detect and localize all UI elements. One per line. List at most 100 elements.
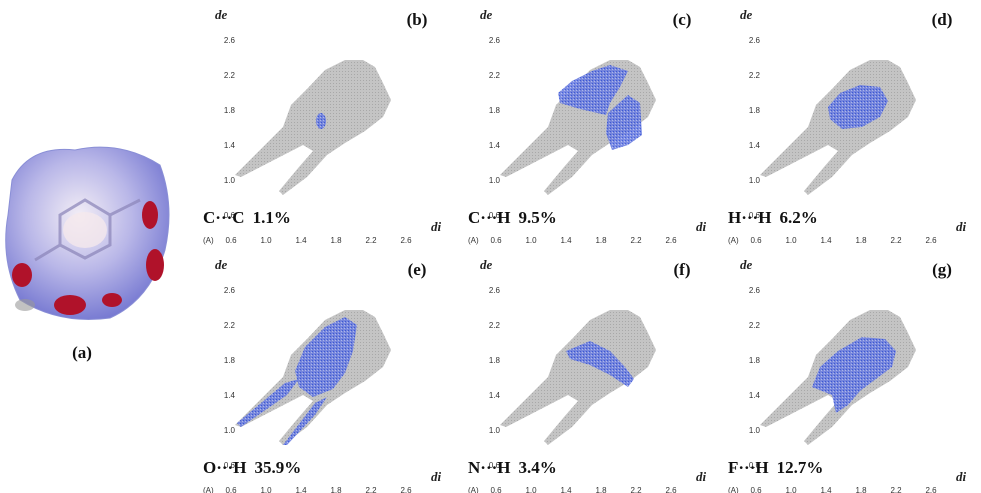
y-tick-label: 1.8	[224, 106, 236, 115]
x-axis-label: di	[956, 219, 967, 234]
y-tick-label: 1.0	[224, 176, 236, 185]
fingerprint-panel: de di (A) 2.6 2.2 1.8 1.4 1.0 0.6 0.6 1.0 1.4 1.8 2.2…	[468, 257, 707, 493]
contact-type: C···C	[203, 208, 245, 227]
x-tick-label: 2.6	[925, 236, 937, 245]
y-axis-label: de	[480, 257, 493, 272]
y-tick-label: 1.4	[749, 141, 761, 150]
unit-label: (A)	[203, 236, 214, 245]
panel-label: (a)	[72, 343, 92, 362]
contact-label: C···H 9.5%	[468, 208, 557, 227]
y-tick-label: 1.0	[749, 176, 761, 185]
y-tick-label: 2.6	[224, 36, 236, 45]
y-tick-label: 2.6	[749, 36, 761, 45]
x-tick-label: 1.4	[560, 486, 572, 493]
x-tick-label: 1.4	[820, 486, 832, 493]
contact-label: N···H 3.4%	[468, 458, 557, 477]
x-tick-label: 1.0	[785, 236, 797, 245]
x-tick-label: 1.8	[330, 486, 342, 493]
contact-area	[237, 379, 299, 427]
y-tick-label: 0.6	[489, 461, 501, 470]
unit-label: (A)	[728, 236, 739, 245]
y-tick-label: 2.2	[489, 321, 501, 330]
x-tick-label: 0.6	[750, 486, 762, 493]
x-tick-label: 2.6	[665, 486, 677, 493]
y-tick-label: 2.6	[489, 286, 501, 295]
y-tick-label: 2.2	[749, 71, 761, 80]
unit-label: (A)	[203, 486, 214, 493]
x-tick-label: 0.6	[750, 236, 762, 245]
unit-label: (A)	[728, 486, 739, 493]
y-tick-label: 0.6	[749, 461, 761, 470]
x-tick-label: 1.0	[260, 486, 272, 493]
y-axis-label: de	[480, 7, 493, 22]
fingerprint-panel: de di (A) 2.6 2.2 1.8 1.4 1.0 0.6 0.6 1.0 1.4 1.8 2.2…	[203, 7, 442, 245]
x-tick-label: 1.8	[595, 236, 607, 245]
x-tick-label: 2.6	[925, 486, 937, 493]
y-tick-label: 1.8	[489, 356, 501, 365]
y-tick-label: 2.2	[224, 321, 236, 330]
y-tick-label: 1.4	[489, 141, 501, 150]
x-tick-label: 2.2	[890, 486, 902, 493]
panel-label: (d)	[932, 10, 953, 29]
unit-label: (A)	[468, 486, 479, 493]
contact-type: N···H	[468, 458, 511, 477]
x-axis-label: di	[431, 469, 442, 484]
x-tick-label: 1.0	[260, 236, 272, 245]
panels: de di (A) 2.6 2.2 1.8 1.4 1.0 0.6 0.6 1.0 1.4 1.8 2.2…	[203, 7, 967, 493]
x-tick-label: 1.4	[560, 236, 572, 245]
x-tick-label: 1.4	[295, 486, 307, 493]
contact-label: O···H 35.9%	[203, 458, 301, 477]
fingerprint-area	[500, 60, 656, 195]
x-tick-label: 1.0	[525, 236, 537, 245]
contact-percent: 35.9%	[254, 458, 301, 477]
y-tick-label: 1.0	[489, 426, 501, 435]
y-tick-label: 1.8	[749, 356, 761, 365]
contact-area	[558, 65, 628, 115]
y-axis-label: de	[215, 257, 228, 272]
contact-area	[566, 341, 634, 387]
x-tick-label: 2.2	[630, 486, 642, 493]
x-tick-label: 1.0	[525, 486, 537, 493]
x-tick-label: 0.6	[490, 236, 502, 245]
x-tick-label: 1.8	[595, 486, 607, 493]
y-tick-label: 0.6	[224, 461, 236, 470]
molecule	[5, 146, 170, 321]
contact-area	[606, 95, 642, 150]
contact-area	[828, 85, 888, 129]
fingerprint-area	[500, 310, 656, 445]
y-tick-label: 0.6	[749, 211, 761, 220]
y-tick-label: 1.4	[224, 141, 236, 150]
contact-label: F···H 12.7%	[728, 458, 823, 477]
y-tick-label: 2.6	[224, 286, 236, 295]
y-tick-label: 1.4	[489, 391, 501, 400]
y-tick-label: 2.6	[749, 286, 761, 295]
y-axis-label: de	[740, 7, 753, 22]
x-tick-label: 2.2	[890, 236, 902, 245]
x-axis-label: di	[956, 469, 967, 484]
y-axis-label: de	[215, 7, 228, 22]
y-tick-label: 0.6	[489, 211, 501, 220]
fingerprint-panel: de di (A) 2.6 2.2 1.8 1.4 1.0 0.6 0.6 1.0 1.4 1.8 2.2…	[728, 257, 967, 493]
x-tick-label: 1.8	[855, 486, 867, 493]
panel-label: (b)	[407, 10, 428, 29]
y-tick-label: 1.8	[749, 106, 761, 115]
x-tick-label: 1.8	[330, 236, 342, 245]
x-tick-label: 1.4	[820, 236, 832, 245]
contact-area	[316, 113, 326, 129]
contact-area	[283, 397, 327, 445]
fingerprint-area	[760, 60, 916, 195]
panel-label: (c)	[673, 10, 692, 29]
x-tick-label: 0.6	[490, 486, 502, 493]
fingerprint-panel: de di (A) 2.6 2.2 1.8 1.4 1.0 0.6 0.6 1.0 1.4 1.8 2.2…	[468, 7, 707, 245]
x-axis-label: di	[431, 219, 442, 234]
x-axis-label: di	[696, 469, 707, 484]
y-tick-label: 1.8	[224, 356, 236, 365]
fingerprint-panel: de di (A) 2.6 2.2 1.8 1.4 1.0 0.6 0.6 1.0 1.4 1.8 2.2…	[203, 257, 442, 493]
fingerprint-panel: de di (A) 2.6 2.2 1.8 1.4 1.0 0.6 0.6 1.0 1.4 1.8 2.2…	[728, 7, 967, 245]
contact-label: C···C 1.1%	[203, 208, 291, 227]
x-tick-label: 0.6	[225, 486, 237, 493]
x-tick-label: 2.2	[365, 486, 377, 493]
x-tick-label: 2.2	[630, 236, 642, 245]
y-tick-label: 1.0	[489, 176, 501, 185]
